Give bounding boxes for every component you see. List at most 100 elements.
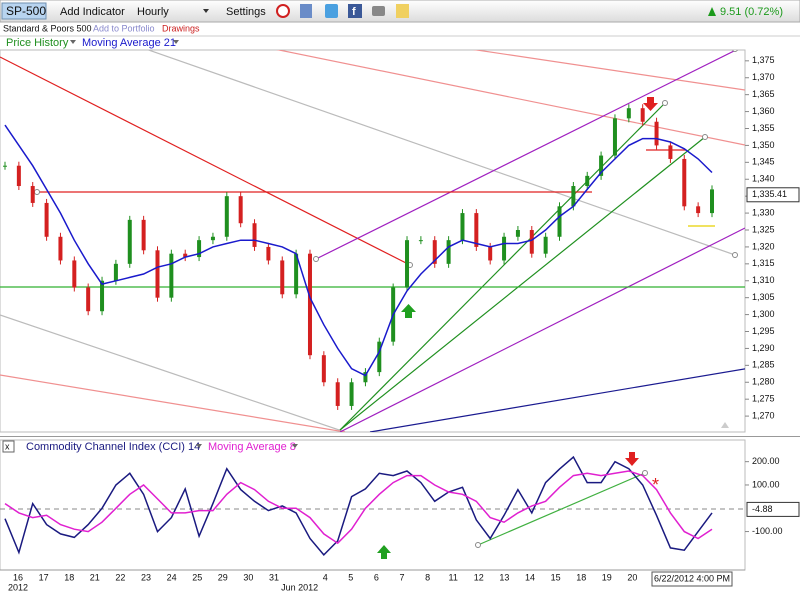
price-plot <box>0 50 745 432</box>
up-arrow <box>708 7 716 16</box>
candle <box>280 260 285 295</box>
close-x[interactable]: x <box>5 441 10 451</box>
x-tick-label: 12 <box>474 572 484 582</box>
legend-ma[interactable]: Moving Average 21 <box>82 37 176 49</box>
candle <box>210 236 215 241</box>
candle <box>599 155 604 176</box>
up-arrow <box>401 304 416 318</box>
x-tick-label: 14 <box>525 572 535 582</box>
series-line <box>4 470 713 545</box>
candle <box>515 230 520 237</box>
candle <box>654 121 659 146</box>
legend-arrow[interactable] <box>196 444 202 448</box>
legend-arrow[interactable] <box>292 444 298 448</box>
trendline <box>276 50 745 146</box>
trendline <box>339 102 666 431</box>
trendline <box>146 50 736 256</box>
legend-cci-ma[interactable]: Moving Average 8 <box>208 441 296 453</box>
legend-price[interactable]: Price History <box>6 37 69 49</box>
y-tick-label: 1,340 <box>752 174 775 184</box>
candle <box>335 382 340 406</box>
close-button[interactable] <box>2 440 15 453</box>
candle <box>405 240 410 288</box>
down-arrow <box>643 97 658 111</box>
cursor-time: 6/22/2012 4:00 PM <box>654 573 730 583</box>
x-tick-label: 11 <box>449 572 458 582</box>
candle <box>16 165 21 187</box>
x-tick-label: 31 <box>269 572 279 582</box>
y-tick-label: 1,325 <box>752 224 775 234</box>
legend-cci[interactable]: Commodity Channel Index (CCI) 14 <box>26 441 200 453</box>
symbol[interactable]: SP-500 <box>6 4 46 18</box>
candle <box>571 186 576 207</box>
drawings[interactable]: Drawings <box>162 23 200 33</box>
candle <box>44 202 49 237</box>
x-tick-label: 18 <box>64 572 74 582</box>
candle <box>100 280 105 312</box>
candle <box>640 108 645 122</box>
facebook-icon[interactable] <box>348 4 362 18</box>
candle <box>183 253 188 258</box>
y-tick-label: 1,305 <box>752 292 775 302</box>
anchor <box>702 134 708 140</box>
candle <box>668 145 673 159</box>
camera-icon[interactable] <box>372 6 385 16</box>
legend-arrow[interactable] <box>173 40 179 44</box>
anchor <box>475 542 481 548</box>
candle <box>488 246 493 261</box>
trendline <box>472 50 745 91</box>
change: 9.51 (0.72%) <box>720 6 783 18</box>
anchor <box>642 470 648 476</box>
candle <box>321 355 326 383</box>
interval[interactable]: Hourly <box>137 6 169 18</box>
candle <box>557 206 562 237</box>
add-to-portfolio[interactable]: Add to Portfolio <box>93 23 155 33</box>
symbol-box[interactable] <box>1 2 47 20</box>
x-tick-label: 8 <box>425 572 430 582</box>
x-tick-label: 6 <box>374 572 379 582</box>
candle <box>349 382 354 406</box>
x-tick-label: 23 <box>141 572 151 582</box>
candle <box>58 236 63 261</box>
dropdown-arrow[interactable] <box>203 9 209 13</box>
y-tick-label: -100.00 <box>752 526 783 536</box>
candle <box>710 189 714 214</box>
last-value-box <box>746 501 800 517</box>
candle <box>682 158 687 207</box>
x-tick-label: 25 <box>192 572 202 582</box>
candle <box>696 206 701 214</box>
alarm-icon[interactable] <box>276 4 290 18</box>
last-value-label: 1,335.41 <box>752 189 787 199</box>
note-icon[interactable] <box>396 4 409 18</box>
scroll-arrow[interactable] <box>721 422 729 428</box>
x-month-label: Jun 2012 <box>281 582 318 591</box>
candle <box>626 108 631 119</box>
anchor <box>313 256 319 262</box>
x-tick-label: 30 <box>243 572 253 582</box>
candle <box>127 219 132 264</box>
x-tick-label: 13 <box>499 572 509 582</box>
candle <box>529 230 534 254</box>
candle <box>294 253 299 295</box>
x-tick-label: 22 <box>115 572 125 582</box>
channel-line <box>315 50 738 260</box>
channel-line <box>339 227 745 432</box>
y-tick-label: 1,290 <box>752 343 775 353</box>
index-name: Standard & Poors 500 <box>3 23 92 33</box>
twitter-icon[interactable] <box>325 4 338 18</box>
settings[interactable]: Settings <box>226 6 266 18</box>
add-indicator[interactable]: Add Indicator <box>60 6 125 18</box>
candle <box>86 287 91 312</box>
y-tick-label: 1,375 <box>752 55 775 65</box>
separator <box>0 436 800 437</box>
candle <box>418 240 423 242</box>
trendline <box>0 374 346 432</box>
candle <box>30 186 35 203</box>
legend-arrow[interactable] <box>70 40 76 44</box>
candle <box>72 260 77 288</box>
y-tick-label: 1,310 <box>752 275 775 285</box>
doc-icon[interactable] <box>300 4 312 18</box>
last-value-label: -4.88 <box>752 504 773 514</box>
